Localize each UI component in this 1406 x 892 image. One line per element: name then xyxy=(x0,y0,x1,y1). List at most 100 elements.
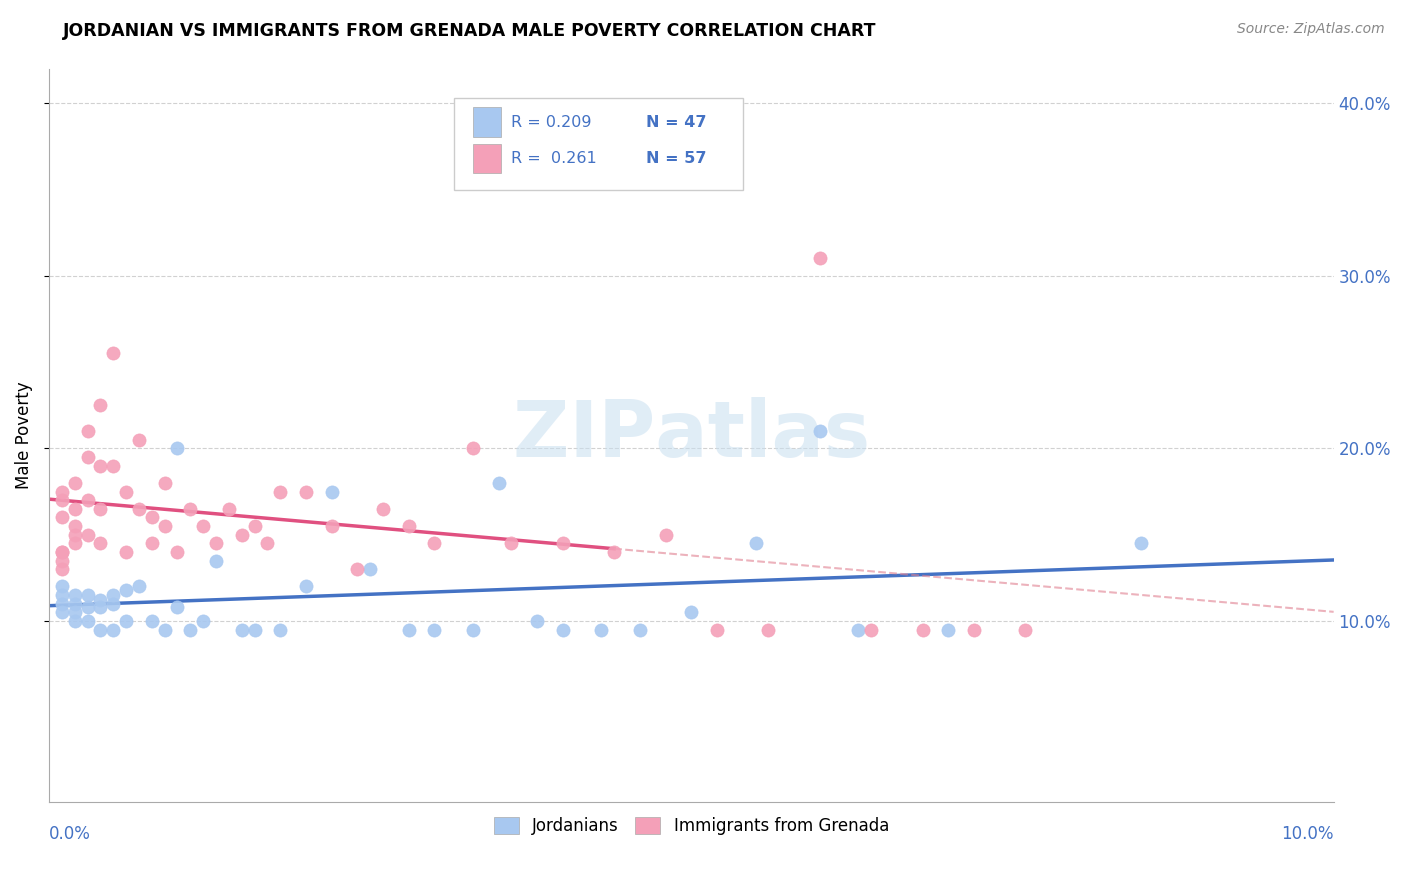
Point xyxy=(115,484,138,499)
Point xyxy=(166,545,188,559)
Point xyxy=(295,579,318,593)
Point xyxy=(936,623,959,637)
Bar xyxy=(472,145,501,173)
Point xyxy=(166,600,188,615)
Point xyxy=(63,501,86,516)
Point xyxy=(51,597,73,611)
Point xyxy=(89,398,111,412)
Point xyxy=(63,614,86,628)
Point xyxy=(295,484,318,499)
Point xyxy=(89,501,111,516)
Text: 10.0%: 10.0% xyxy=(1281,825,1334,843)
FancyBboxPatch shape xyxy=(454,98,742,190)
Point xyxy=(89,536,111,550)
Point xyxy=(51,510,73,524)
Point xyxy=(76,493,98,508)
Point xyxy=(153,475,176,490)
Point xyxy=(205,536,228,550)
Point xyxy=(846,623,869,637)
Point xyxy=(321,519,343,533)
Point xyxy=(76,424,98,438)
Point xyxy=(103,623,125,637)
Point xyxy=(128,579,150,593)
Point xyxy=(551,536,574,550)
Point xyxy=(51,562,73,576)
Point xyxy=(63,519,86,533)
Point xyxy=(628,623,651,637)
Point xyxy=(103,588,125,602)
Point xyxy=(153,623,176,637)
Bar xyxy=(472,107,501,136)
Point xyxy=(51,545,73,559)
Point xyxy=(51,606,73,620)
Point xyxy=(89,458,111,473)
Point xyxy=(63,536,86,550)
Point xyxy=(681,606,703,620)
Point xyxy=(231,623,253,637)
Point xyxy=(551,623,574,637)
Y-axis label: Male Poverty: Male Poverty xyxy=(15,382,32,489)
Text: R = 0.209: R = 0.209 xyxy=(512,114,592,129)
Point xyxy=(911,623,934,637)
Point xyxy=(963,623,986,637)
Point xyxy=(103,458,125,473)
Point xyxy=(51,588,73,602)
Point xyxy=(243,623,266,637)
Point xyxy=(758,623,780,637)
Point xyxy=(179,623,201,637)
Text: ZIP​atlas: ZIP​atlas xyxy=(513,398,870,474)
Point xyxy=(63,597,86,611)
Point xyxy=(51,545,73,559)
Text: Source: ZipAtlas.com: Source: ZipAtlas.com xyxy=(1237,22,1385,37)
Point xyxy=(423,536,446,550)
Point xyxy=(488,475,510,490)
Point xyxy=(371,501,394,516)
Point xyxy=(654,527,676,541)
Point xyxy=(205,553,228,567)
Point xyxy=(63,588,86,602)
Text: JORDANIAN VS IMMIGRANTS FROM GRENADA MALE POVERTY CORRELATION CHART: JORDANIAN VS IMMIGRANTS FROM GRENADA MAL… xyxy=(63,22,877,40)
Point xyxy=(808,252,831,266)
Point xyxy=(346,562,368,576)
Point xyxy=(461,623,484,637)
Point xyxy=(115,614,138,628)
Point xyxy=(89,593,111,607)
Point xyxy=(141,510,163,524)
Point xyxy=(179,501,201,516)
Point xyxy=(269,623,291,637)
Legend: Jordanians, Immigrants from Grenada: Jordanians, Immigrants from Grenada xyxy=(486,810,896,842)
Point xyxy=(115,582,138,597)
Point xyxy=(1129,536,1152,550)
Text: N = 57: N = 57 xyxy=(647,152,707,166)
Point xyxy=(423,623,446,637)
Point xyxy=(808,424,831,438)
Point xyxy=(63,475,86,490)
Point xyxy=(191,519,214,533)
Point xyxy=(359,562,381,576)
Point xyxy=(603,545,626,559)
Point xyxy=(166,442,188,456)
Point xyxy=(706,623,728,637)
Point xyxy=(63,606,86,620)
Point xyxy=(191,614,214,628)
Point xyxy=(128,433,150,447)
Point xyxy=(89,600,111,615)
Point xyxy=(141,614,163,628)
Point xyxy=(76,600,98,615)
Point xyxy=(51,484,73,499)
Point xyxy=(76,450,98,464)
Point xyxy=(269,484,291,499)
Point xyxy=(89,623,111,637)
Point xyxy=(115,545,138,559)
Point xyxy=(321,484,343,499)
Point xyxy=(76,588,98,602)
Point xyxy=(103,346,125,360)
Point xyxy=(128,501,150,516)
Point xyxy=(103,597,125,611)
Point xyxy=(591,623,613,637)
Point xyxy=(243,519,266,533)
Point xyxy=(398,623,420,637)
Point xyxy=(63,527,86,541)
Text: N = 47: N = 47 xyxy=(647,114,707,129)
Point xyxy=(501,536,523,550)
